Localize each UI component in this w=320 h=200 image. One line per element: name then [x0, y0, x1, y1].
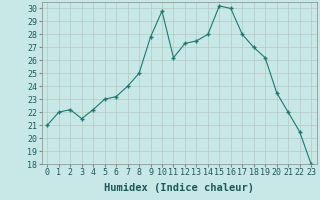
X-axis label: Humidex (Indice chaleur): Humidex (Indice chaleur): [104, 183, 254, 193]
